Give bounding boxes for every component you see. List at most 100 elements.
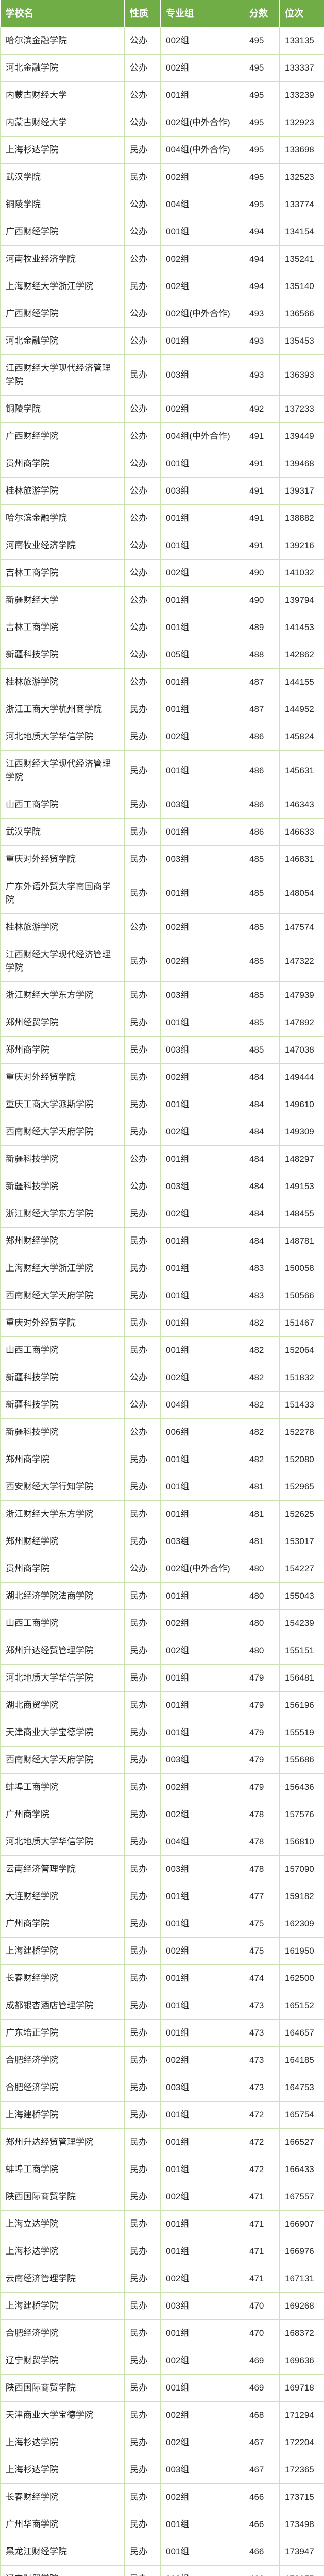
score-cell: 486 [244,750,280,791]
rank-cell: 136566 [279,300,324,328]
table-row: 山西工商学院 民办 003组 486 146343 [0,791,324,819]
table-row: 内蒙古财经大学 公办 002组(中外合作) 495 132923 [0,109,324,137]
rank-cell: 154227 [279,1555,324,1583]
school-name-cell: 郑州经贸学院 [0,1009,125,1037]
rank-cell: 133337 [279,54,324,82]
rank-cell: 139317 [279,477,324,505]
score-cell: 488 [244,641,280,669]
school-name-cell: 辽宁财贸学院 [0,2347,125,2375]
ownership-cell: 民办 [124,791,161,819]
rank-cell: 155151 [279,1637,324,1665]
score-cell: 482 [244,1391,280,1419]
major-group-cell: 004组(中外合作) [160,136,244,164]
table-row: 广州商学院 民办 001组 475 162309 [0,1910,324,1938]
school-name-cell: 广东外语外贸大学南国商学院 [0,873,125,914]
school-name-cell: 山西工商学院 [0,1609,125,1637]
major-group-cell: 001组 [160,327,244,355]
ownership-cell: 民办 [124,1336,161,1364]
score-cell: 492 [244,395,280,423]
score-cell: 466 [244,2511,280,2538]
rank-cell: 156481 [279,1664,324,1692]
score-cell: 493 [244,354,280,396]
ownership-cell: 公办 [124,1145,161,1173]
major-group-cell: 003组 [160,2074,244,2102]
ownership-cell: 民办 [124,1855,161,1883]
score-cell: 495 [244,136,280,164]
major-group-cell: 002组 [160,1364,244,1392]
ownership-cell: 公办 [124,218,161,246]
rank-cell: 169636 [279,2347,324,2375]
major-group-cell: 002组 [160,1609,244,1637]
major-group-cell: 001组 [160,1500,244,1528]
ownership-cell: 民办 [124,354,161,396]
table-row: 河南牧业经济学院 公办 002组 494 135241 [0,245,324,273]
ownership-cell: 民办 [124,750,161,791]
rank-cell: 132923 [279,109,324,137]
score-cell: 494 [244,218,280,246]
table-row: 蚌埠工商学院 民办 002组 479 156436 [0,1773,324,1801]
rank-cell: 168372 [279,2319,324,2347]
table-row: 江西财经大学现代经济管理学院 民办 003组 493 136393 [0,354,324,396]
ownership-cell: 民办 [124,2456,161,2484]
major-group-cell: 004组 [160,1828,244,1856]
ownership-cell: 民办 [124,1528,161,1555]
score-cell: 495 [244,163,280,191]
school-name-cell: 上海建桥学院 [0,2292,125,2320]
table-row: 合肥经济学院 民办 001组 470 168372 [0,2319,324,2347]
rank-cell: 161950 [279,1937,324,1965]
ownership-cell: 公办 [124,245,161,273]
rank-cell: 167131 [279,2265,324,2293]
table-row: 辽宁财贸学院民办003组466173955 [0,2565,324,2576]
rank-cell: 151832 [279,1364,324,1392]
table-row: 河北地质大学华信学院 民办 001组 479 156481 [0,1664,324,1692]
score-cell: 485 [244,913,280,941]
table-row: 天津商业大学宝德学院 民办 001组 479 155519 [0,1719,324,1747]
major-group-cell: 002组(中外合作) [160,109,244,137]
score-cell: 469 [244,2374,280,2402]
school-name-cell: 哈尔滨金融学院 [0,27,125,55]
rank-cell: 149309 [279,1118,324,1146]
school-name-cell: 上海杉达学院 [0,136,125,164]
table-row: 上海建桥学院 民办 003组 470 169268 [0,2292,324,2320]
table-row: 上海杉达学院 民办 004组(中外合作) 495 133698 [0,136,324,164]
score-cell: 480 [244,1555,280,1583]
major-group-cell: 001组 [160,1582,244,1610]
major-group-cell: 002组(中外合作) [160,300,244,328]
table-row: 桂林旅游学院 公办 001组 487 144155 [0,668,324,696]
ownership-cell: 民办 [124,1009,161,1037]
rank-cell: 165152 [279,1992,324,2020]
table-row: 浙江财经大学东方学院 民办 002组 484 148455 [0,1200,324,1228]
score-cell: 470 [244,2292,280,2320]
rank-cell: 159182 [279,1883,324,1910]
rank-cell: 147322 [279,941,324,982]
score-cell: 482 [244,1418,280,1446]
rank-cell: 152625 [279,1500,324,1528]
score-cell: 480 [244,1609,280,1637]
table-row: 新疆科技学院 公办 004组 482 151433 [0,1391,324,1419]
table-row: 陕西国际商贸学院 民办 002组 471 167557 [0,2183,324,2211]
major-group-cell: 001组 [160,668,244,696]
school-name-cell: 河北地质大学华信学院 [0,1828,125,1856]
score-cell: 472 [244,2156,280,2183]
score-cell: 478 [244,1801,280,1828]
major-group-cell: 001组 [160,2511,244,2538]
table-row: 云南经济管理学院 民办 003组 478 157090 [0,1855,324,1883]
school-name-cell: 郑州财经学院 [0,1528,125,1555]
major-group-cell: 001组 [160,1009,244,1037]
major-group-cell: 002组 [160,941,244,982]
table-row: 重庆对外经贸学院 民办 002组 484 149444 [0,1063,324,1091]
table-row: 河北地质大学华信学院 民办 004组 478 156810 [0,1828,324,1856]
table-row: 上海杉达学院 民办 003组 467 172365 [0,2456,324,2484]
table-row: 上海杉达学院 民办 001组 471 166976 [0,2238,324,2265]
score-cell: 472 [244,2101,280,2129]
table-row: 贵州商学院 公办 001组 491 139468 [0,450,324,478]
major-group-cell: 005组 [160,641,244,669]
ownership-cell: 公办 [124,1173,161,1200]
ownership-cell: 民办 [124,1227,161,1255]
school-name-cell: 哈尔滨金融学院 [0,504,125,532]
rank-cell: 164753 [279,2074,324,2102]
rank-cell: 138882 [279,504,324,532]
rank-cell: 157090 [279,1855,324,1883]
table-row: 广西财经学院 公办 004组(中外合作) 491 139449 [0,422,324,450]
